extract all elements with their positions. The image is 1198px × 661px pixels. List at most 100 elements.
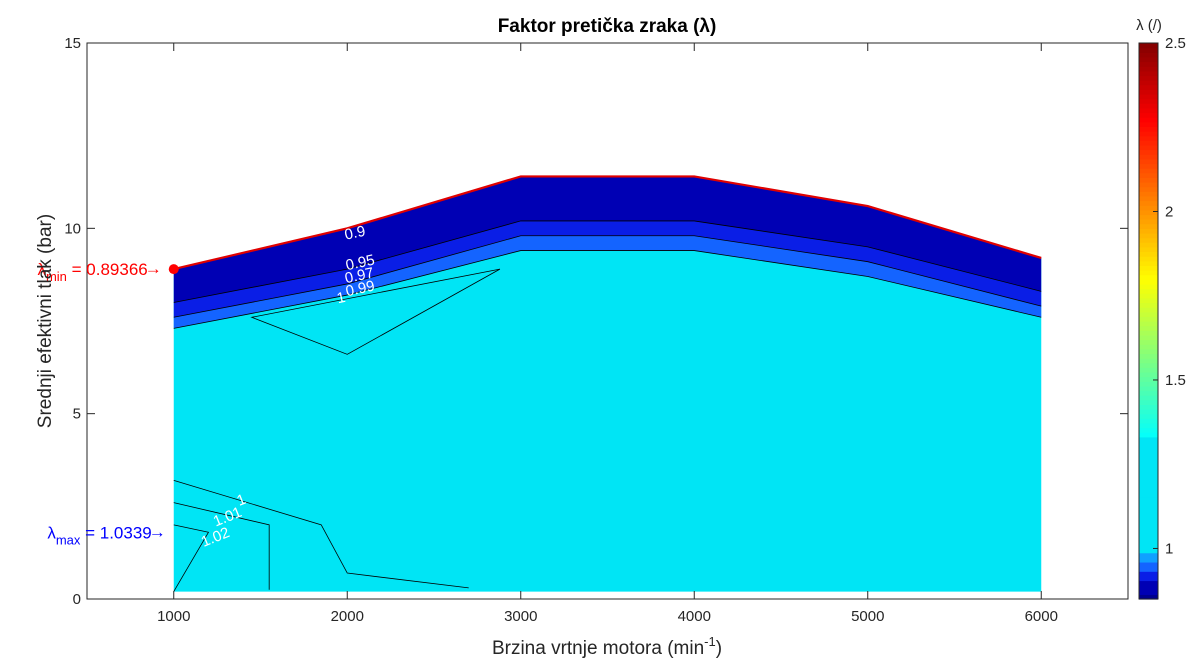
contour-label-0: 0.9	[343, 223, 367, 244]
colorbar-segment	[1139, 163, 1158, 169]
colorbar-segment	[1139, 548, 1158, 554]
colorbar-segment	[1139, 70, 1158, 77]
y-tick-label: 10	[64, 220, 81, 237]
colorbar-segment	[1139, 334, 1158, 341]
upper-boundary-line	[173, 175, 1042, 271]
colorbar-segment	[1139, 367, 1158, 373]
colorbar-segment	[1139, 209, 1158, 216]
x-axis-label-superscript: -1	[704, 634, 716, 649]
colorbar-segment	[1139, 344, 1158, 350]
colorbar-segment	[1139, 353, 1158, 359]
colorbar-segment	[1139, 154, 1158, 160]
contour-lines	[173, 175, 1042, 592]
colorbar-segment	[1139, 191, 1158, 197]
colorbar-segment	[1139, 376, 1158, 382]
colorbar-segment	[1139, 232, 1158, 239]
x-tick-label: 6000	[1025, 608, 1058, 625]
contour-line-lower-1.02	[173, 524, 210, 592]
axes-box	[86, 42, 1129, 600]
colorbar-segment	[1139, 103, 1158, 109]
colorbar-segment	[1139, 205, 1158, 211]
colorbar-segment	[1139, 177, 1158, 183]
colorbar-segment	[1139, 422, 1158, 429]
colorbar-segment	[1139, 98, 1158, 104]
x-axis-label: Brzina vrtnje motora (min-1)	[492, 634, 722, 659]
colorbar-segment	[1139, 43, 1158, 49]
colorbar-segment	[1139, 441, 1158, 447]
colorbar-segment	[1139, 418, 1158, 424]
colorbar-segment	[1139, 506, 1158, 512]
colorbar-segment	[1139, 497, 1158, 503]
colorbar-segment	[1139, 256, 1158, 262]
colorbar-segment	[1139, 270, 1158, 276]
colorbar-segment	[1139, 552, 1158, 558]
colorbar-segment	[1139, 126, 1158, 132]
lambda-annotations: λmin = 0.89366→λmax = 1.0339→	[37, 259, 179, 548]
colorbar-segment	[1139, 395, 1158, 401]
contour-line-0.97	[173, 235, 1042, 318]
colorbar-segment	[1139, 571, 1158, 577]
colorbar-segment	[1139, 529, 1158, 535]
colorbar-segment	[1139, 534, 1158, 540]
lambda-min-marker	[168, 264, 179, 275]
colorbar-segment	[1139, 371, 1158, 378]
colorbar-segment	[1139, 594, 1158, 600]
colorbar-segment	[1139, 450, 1158, 456]
x-axis-ticks: 1000 2000 3000 4000 5000 6000	[157, 43, 1058, 625]
contour-line-lower-1	[173, 480, 469, 589]
colorbar-segment	[1139, 399, 1158, 405]
colorbar-segment	[1139, 385, 1158, 392]
colorbar-segment	[1139, 325, 1158, 331]
contour-line-0.99	[173, 250, 1042, 329]
contour-line-lower-1.01	[173, 502, 270, 590]
colorbar-segment	[1139, 131, 1158, 137]
colorbar-segment	[1139, 561, 1158, 568]
colorbar-segment	[1139, 543, 1158, 549]
contour-layer	[173, 176, 1042, 592]
colorbar-segment	[1139, 149, 1158, 155]
colorbar-segment	[1139, 575, 1158, 582]
colorbar-segment	[1139, 265, 1158, 271]
lambda-max-annotation-arrow: →	[149, 523, 166, 542]
y-tick-label: 5	[73, 406, 81, 423]
colorbar-segment	[1139, 464, 1158, 470]
colorbar-segment	[1139, 538, 1158, 544]
colorbar-segment	[1139, 80, 1158, 86]
contour-band-0.97	[173, 235, 1042, 329]
colorbar-segment	[1139, 557, 1158, 563]
lambda-min-annotation-arrow: →	[145, 259, 162, 278]
colorbar-segment	[1139, 135, 1158, 141]
x-tick-label: 4000	[678, 608, 711, 625]
lambda-min-annotation: λmin = 0.89366	[37, 260, 147, 284]
colorbar-frame	[1138, 42, 1159, 600]
colorbar-segment	[1139, 112, 1158, 118]
colorbar-segment	[1139, 390, 1158, 396]
colorbar-tick-label: 1	[1165, 540, 1173, 557]
colorbar-segment	[1139, 460, 1158, 466]
colorbar-segment	[1139, 580, 1158, 586]
y-axis-label: Srednji efektivni tlak (bar)	[35, 214, 56, 428]
colorbar-segment	[1139, 223, 1158, 229]
colorbar-segment	[1139, 117, 1158, 123]
colorbar-segment	[1139, 121, 1158, 127]
colorbar-segment	[1139, 274, 1158, 280]
colorbar-segment	[1139, 66, 1158, 72]
colorbar-segment	[1139, 585, 1158, 591]
x-tick-label: 2000	[331, 608, 364, 625]
colorbar-label: λ (/)	[1136, 17, 1162, 34]
colorbar-tick-label: 2	[1165, 203, 1173, 220]
colorbar-segment	[1139, 56, 1158, 63]
contour-line-0.95	[173, 220, 1042, 303]
contour-label-1: 0.95	[344, 252, 376, 275]
colorbar-segment	[1139, 302, 1158, 308]
colorbar-segment	[1139, 237, 1158, 243]
colorbar-segment	[1139, 404, 1158, 410]
x-axis-label-end: )	[716, 638, 722, 659]
colorbar-segment	[1139, 297, 1158, 304]
colorbar-segment	[1139, 283, 1158, 290]
chart-title: Faktor pretička zraka (λ)	[498, 16, 717, 37]
y-tick-label: 0	[73, 591, 81, 608]
colorbar-segment	[1139, 487, 1158, 494]
colorbar-segment	[1139, 107, 1158, 114]
